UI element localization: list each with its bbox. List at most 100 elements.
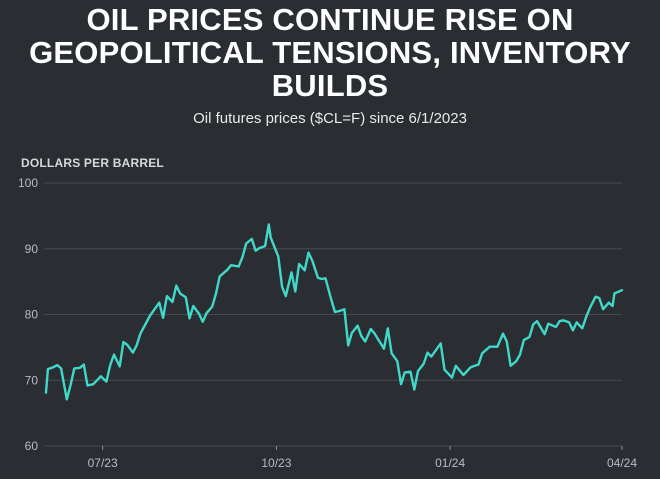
data-point — [575, 321, 578, 324]
data-point — [409, 370, 412, 373]
data-point — [69, 384, 72, 386]
data-point — [237, 265, 240, 268]
data-point — [602, 308, 604, 311]
data-point — [598, 297, 601, 299]
data-point — [585, 316, 587, 318]
data-point — [109, 364, 112, 366]
data-point — [337, 310, 340, 313]
data-point — [594, 295, 597, 298]
data-point — [158, 301, 161, 304]
data-point — [126, 343, 129, 346]
data-point — [387, 327, 389, 330]
data-point — [422, 363, 425, 365]
data-point — [477, 363, 480, 366]
data-point — [294, 290, 297, 293]
data-point — [489, 345, 491, 348]
data-point — [230, 264, 232, 266]
data-point — [515, 360, 518, 362]
data-point — [330, 298, 332, 301]
data-point — [205, 312, 208, 314]
data-point — [581, 327, 584, 330]
data-point — [86, 384, 89, 387]
y-tick-label: 80 — [25, 308, 39, 322]
data-point — [568, 321, 570, 324]
data-point — [277, 255, 280, 258]
data-point — [198, 313, 200, 315]
data-point — [555, 326, 557, 328]
x-tick-label: 04/24 — [607, 456, 637, 470]
data-point — [430, 355, 433, 358]
data-point — [413, 388, 416, 391]
x-tick-label: 07/23 — [88, 456, 118, 470]
y-tick-label: 90 — [25, 242, 39, 256]
y-axis-ticks: 100 90 80 70 60 — [18, 176, 38, 453]
data-point — [509, 364, 512, 367]
data-point — [269, 236, 272, 239]
data-point — [532, 323, 535, 326]
data-point — [621, 289, 623, 291]
chart-subtitle: Oil futures prices ($CL=F) since 6/1/202… — [193, 110, 467, 127]
data-point — [215, 292, 217, 295]
data-point — [298, 263, 300, 265]
data-point — [307, 251, 310, 254]
data-point — [417, 370, 419, 372]
data-point — [470, 366, 472, 368]
data-point — [439, 342, 442, 345]
data-point — [317, 276, 319, 279]
series-group — [44, 223, 624, 401]
y-axis-label: DOLLARS PER BARREL — [21, 156, 164, 170]
data-point — [356, 324, 359, 327]
data-point — [611, 305, 614, 307]
data-point — [251, 238, 253, 240]
data-point — [264, 245, 266, 247]
data-point — [364, 340, 366, 343]
data-point — [47, 368, 49, 370]
data-point — [451, 376, 453, 379]
data-point — [254, 249, 257, 252]
data-point — [400, 383, 402, 385]
data-point — [145, 322, 147, 324]
data-point — [589, 307, 591, 309]
data-point — [135, 344, 138, 347]
data-point — [351, 332, 353, 334]
data-point — [572, 329, 574, 332]
data-point — [99, 375, 102, 378]
data-point — [285, 295, 287, 297]
data-point — [311, 259, 314, 262]
series-line-0 — [44, 223, 624, 401]
data-point — [360, 335, 363, 337]
data-point — [82, 363, 85, 366]
data-point — [281, 286, 283, 288]
data-point — [543, 333, 546, 336]
data-point — [519, 353, 521, 356]
data-point — [547, 322, 550, 325]
data-point — [334, 311, 336, 313]
gridlines — [44, 182, 622, 447]
data-point — [245, 242, 247, 245]
data-point — [179, 292, 181, 295]
data-point — [45, 391, 47, 394]
data-point — [184, 296, 187, 299]
data-point — [558, 320, 561, 322]
data-point — [347, 344, 349, 347]
data-point — [211, 305, 213, 308]
data-point — [65, 398, 68, 401]
x-axis-ticks: 07/23 10/23 01/24 04/24 — [88, 446, 637, 470]
y-tick-label: 100 — [18, 176, 38, 190]
data-point — [481, 352, 484, 355]
data-point — [290, 271, 293, 274]
data-point — [149, 315, 151, 317]
data-point — [258, 247, 261, 249]
data-point — [383, 347, 385, 350]
data-point — [528, 336, 531, 338]
data-point — [268, 223, 270, 226]
data-point — [536, 320, 538, 322]
data-point — [218, 275, 221, 278]
data-point — [607, 301, 610, 304]
data-point — [320, 278, 323, 280]
data-point — [443, 368, 446, 371]
y-tick-label: 60 — [25, 439, 39, 453]
data-point — [241, 256, 244, 259]
